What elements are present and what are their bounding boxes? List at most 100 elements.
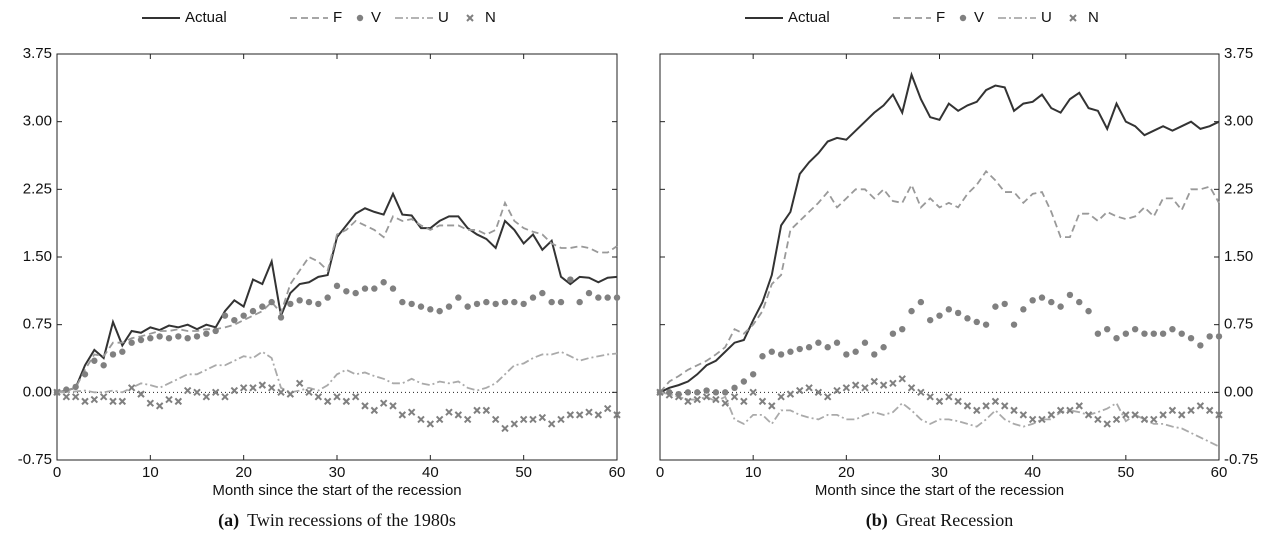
- point: [585, 408, 593, 416]
- point: [221, 312, 229, 319]
- point: [899, 325, 906, 333]
- point: [674, 393, 683, 401]
- panel: -0.75 0.00 0.75 1.50 2.25 3.00 3.75 0 10 20 30 40 50…: [656, 9, 1258, 531]
- point: [538, 413, 547, 422]
- x-tick-label: 0: [656, 464, 664, 481]
- panel: -0.75 0.00 0.75 1.50 2.25 3.00 3.75 0 10 20 30 40 50…: [18, 9, 626, 531]
- point: [128, 339, 135, 346]
- point: [529, 294, 537, 301]
- point: [740, 378, 748, 385]
- point: [964, 315, 971, 322]
- point: [749, 388, 757, 397]
- point: [814, 388, 823, 397]
- point: [1029, 297, 1036, 304]
- point: [118, 397, 127, 406]
- point: [323, 397, 332, 406]
- legend-label: N: [485, 9, 496, 26]
- point: [898, 375, 906, 383]
- point: [1168, 406, 1177, 415]
- point: [221, 393, 229, 401]
- point: [426, 420, 435, 428]
- point: [63, 386, 70, 393]
- point: [992, 303, 999, 310]
- x-tick-label: 50: [1117, 464, 1134, 481]
- y-tick-label: 0.75: [23, 316, 52, 333]
- y-tick-label: 3.75: [1224, 45, 1253, 62]
- point: [730, 393, 739, 401]
- point: [175, 333, 182, 340]
- point: [510, 420, 519, 428]
- point: [305, 298, 313, 306]
- point: [815, 339, 822, 346]
- point: [712, 389, 720, 396]
- legend: Actual F V U N: [142, 9, 496, 26]
- point: [398, 411, 407, 419]
- point: [982, 402, 990, 410]
- point: [156, 333, 163, 340]
- point: [1075, 402, 1083, 410]
- point: [908, 307, 915, 315]
- series-line: [659, 71, 1220, 394]
- point: [613, 411, 621, 419]
- point: [787, 348, 794, 355]
- x-tick-label: 10: [142, 464, 159, 481]
- point: [1159, 411, 1167, 419]
- point: [71, 393, 80, 401]
- point: [926, 393, 934, 401]
- point: [852, 348, 859, 355]
- point: [211, 388, 220, 397]
- point: [712, 395, 720, 404]
- point: [777, 351, 785, 358]
- point: [417, 415, 425, 424]
- x-tick-label: 20: [838, 464, 855, 481]
- point: [557, 298, 565, 306]
- point: [203, 330, 210, 337]
- point: [436, 307, 443, 315]
- y-tick-label: -0.75: [18, 451, 52, 468]
- legend-label: F: [333, 9, 342, 26]
- point: [249, 307, 257, 315]
- point: [1196, 402, 1205, 410]
- point: [824, 344, 831, 351]
- y-tick-label: -0.75: [1224, 451, 1258, 468]
- point: [603, 404, 612, 413]
- point: [137, 336, 145, 344]
- point: [379, 399, 388, 407]
- legend-swatch: [466, 14, 474, 22]
- point: [239, 384, 248, 392]
- point: [230, 386, 239, 395]
- point: [72, 383, 79, 391]
- x-axis-label: Month since the start of the recession: [212, 482, 461, 499]
- point: [258, 381, 267, 389]
- point: [656, 388, 664, 397]
- point: [1085, 307, 1092, 315]
- point: [1020, 306, 1027, 313]
- y-tick-label: 0.00: [1224, 383, 1253, 400]
- point: [511, 298, 518, 306]
- point: [665, 391, 674, 399]
- point: [889, 379, 897, 388]
- point: [702, 393, 711, 401]
- point: [519, 415, 528, 424]
- point: [314, 393, 323, 401]
- point: [389, 402, 397, 410]
- point: [1048, 298, 1055, 306]
- point: [973, 318, 980, 326]
- point: [945, 393, 953, 401]
- point: [371, 285, 378, 292]
- point: [557, 415, 565, 424]
- point: [758, 397, 767, 406]
- point: [796, 345, 803, 353]
- point: [1038, 294, 1046, 301]
- point: [768, 348, 775, 355]
- point: [982, 321, 990, 328]
- point: [231, 316, 238, 324]
- point: [963, 402, 972, 410]
- point: [1215, 411, 1223, 419]
- point: [694, 389, 701, 396]
- point: [361, 285, 369, 292]
- point: [90, 395, 99, 404]
- point: [62, 393, 71, 401]
- point: [1057, 303, 1064, 310]
- point: [917, 388, 925, 397]
